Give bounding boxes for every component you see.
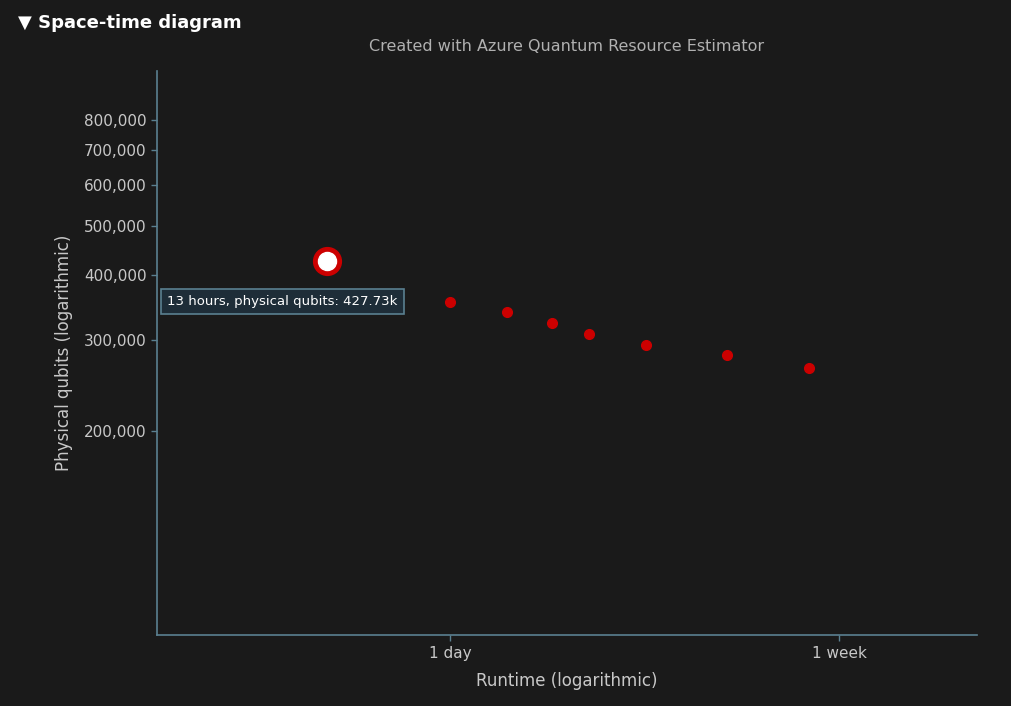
Title: Created with Azure Quantum Resource Estimator: Created with Azure Quantum Resource Esti…	[369, 39, 763, 54]
X-axis label: Runtime (logarithmic): Runtime (logarithmic)	[475, 672, 657, 690]
Text: ▼ Space-time diagram: ▼ Space-time diagram	[18, 14, 242, 32]
Text: 13 hours, physical qubits: 427.73k: 13 hours, physical qubits: 427.73k	[167, 295, 397, 308]
Y-axis label: Physical qubits (logarithmic): Physical qubits (logarithmic)	[55, 235, 73, 471]
